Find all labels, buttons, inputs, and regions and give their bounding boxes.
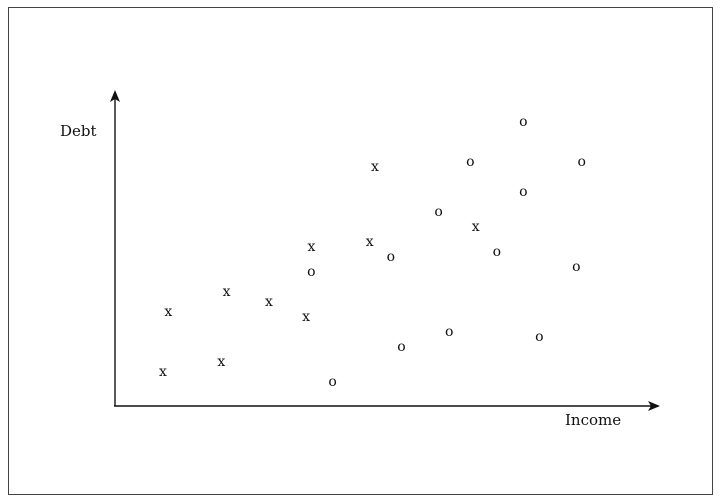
- x-marker-point-8: x: [366, 234, 374, 250]
- x-marker-point-1: x: [159, 364, 167, 380]
- x-marker-point-3: x: [164, 304, 172, 320]
- o-marker-point-3: o: [445, 324, 453, 340]
- x-marker-point-4: x: [223, 284, 231, 300]
- x-marker-point-5: x: [265, 294, 273, 310]
- x-axis-label: Income: [565, 411, 621, 429]
- x-marker-point-10: x: [472, 219, 480, 235]
- y-axis-label: Debt: [60, 122, 97, 140]
- o-marker-point-8: o: [493, 244, 501, 260]
- o-marker-point-10: o: [466, 154, 474, 170]
- x-marker-point-2: x: [217, 354, 225, 370]
- x-marker-point-6: x: [302, 309, 310, 325]
- o-marker-point-2: o: [397, 339, 405, 355]
- x-marker-point-7: x: [307, 239, 315, 255]
- o-marker-point-5: o: [307, 264, 315, 280]
- o-marker-point-7: o: [434, 204, 442, 220]
- x-marker-point-9: x: [371, 159, 379, 175]
- o-marker-point-9: o: [572, 259, 580, 275]
- o-marker-point-11: o: [519, 184, 527, 200]
- chart-frame: [8, 7, 713, 495]
- o-marker-point-1: o: [328, 374, 336, 390]
- o-marker-point-6: o: [387, 249, 395, 265]
- o-marker-point-4: o: [535, 329, 543, 345]
- o-marker-point-12: o: [577, 154, 585, 170]
- o-marker-point-13: o: [519, 114, 527, 130]
